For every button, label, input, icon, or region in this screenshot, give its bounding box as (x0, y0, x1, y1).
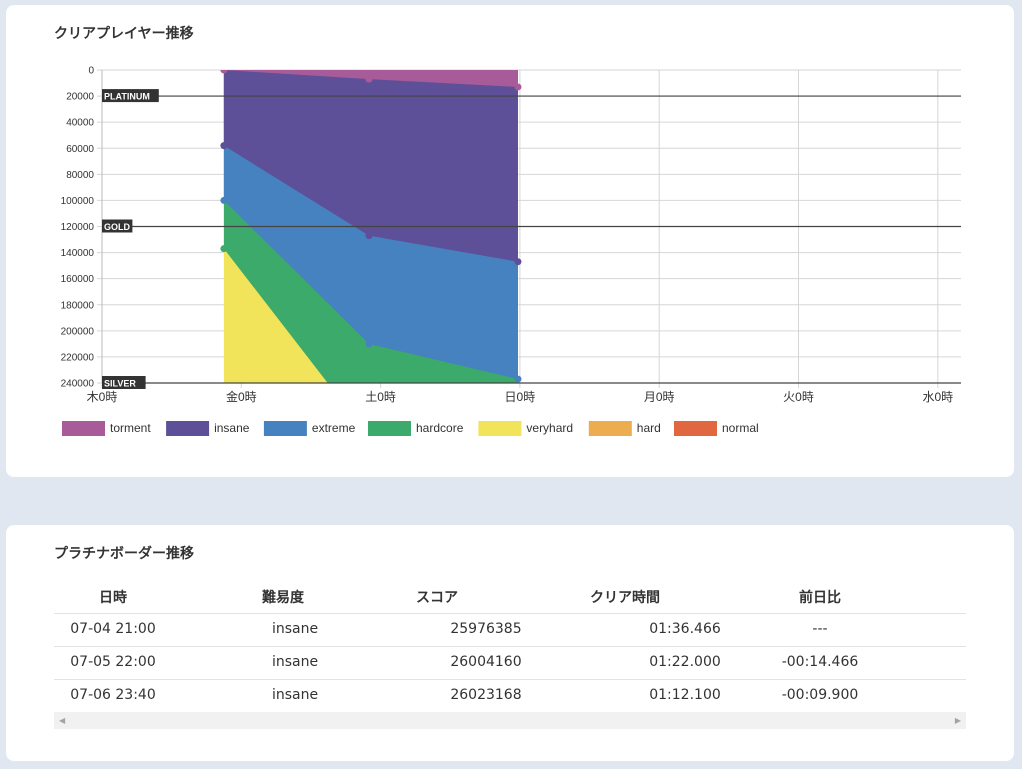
table-cell: 01:22.000 (649, 654, 721, 670)
areas (220, 67, 522, 383)
row-divider (54, 679, 966, 680)
y-tick-label: 160000 (61, 274, 95, 285)
table-cell: --- (812, 621, 828, 637)
point-extreme[interactable] (514, 375, 522, 383)
y-tick-label: 200000 (61, 326, 95, 337)
reference-label: GOLD (104, 222, 130, 232)
y-tick-label: 80000 (66, 170, 94, 181)
y-tick-label: 40000 (66, 118, 94, 129)
table-cell: 26023168 (450, 687, 522, 703)
x-tick-label: 土0時 (365, 390, 396, 404)
point-insane[interactable] (365, 232, 373, 240)
scroll-right-icon[interactable]: ▶ (954, 716, 961, 725)
legend-label-extreme[interactable]: extreme (312, 421, 356, 435)
reference-label-bg (102, 376, 146, 389)
point-insane[interactable] (514, 258, 522, 266)
table-title: プラチナボーダー推移 (54, 546, 194, 562)
y-tick-label: 180000 (61, 300, 95, 311)
y-tick-label: 100000 (61, 196, 95, 207)
clear-players-chart: 0 20000 40000 60000 80000 100000 120000 140000 1… (61, 66, 961, 436)
point-torment[interactable] (365, 75, 373, 83)
table-cell: 01:36.466 (649, 621, 721, 637)
point-extreme[interactable] (365, 340, 373, 348)
table-cell: 07-05 22:00 (70, 654, 156, 670)
legend-label-normal[interactable]: normal (722, 421, 759, 435)
chart-card: クリアプレイヤー推移 0 20000 40000 60000 80000 100000 12… (6, 5, 1014, 477)
legend-swatch-torment (62, 421, 105, 436)
table-cell: 25976385 (450, 621, 522, 637)
table-card: プラチナボーダー推移 日時 難易度 スコア クリア時間 前日比 07-04 21:00 in… (6, 525, 1014, 761)
table-cell: insane (272, 621, 319, 637)
x-tick-label: 火0時 (783, 390, 814, 404)
column-header[interactable]: 前日比 (799, 590, 841, 606)
y-tick-label: 140000 (61, 248, 95, 259)
reference-label-bg (102, 89, 159, 103)
legend-label-insane[interactable]: insane (214, 421, 250, 435)
legend-swatch-extreme (263, 421, 307, 436)
legend-label-torment[interactable]: torment (110, 421, 151, 435)
legend-swatch-hardcore (368, 421, 411, 436)
table-cell: insane (272, 654, 319, 670)
point-hardcore[interactable] (220, 245, 228, 253)
legend-swatch-veryhard (478, 421, 522, 436)
column-header[interactable]: 日時 (99, 590, 127, 606)
x-tick-label: 木0時 (87, 390, 118, 404)
table-cell: -00:09.900 (781, 687, 859, 703)
column-header[interactable]: 難易度 (262, 590, 304, 606)
table-cell: 07-06 23:40 (70, 687, 156, 703)
point-torment[interactable] (220, 67, 228, 74)
y-tick-label: 0 (88, 66, 94, 77)
legend-swatch-insane (166, 421, 210, 436)
x-tick-label: 水0時 (922, 390, 953, 404)
reference-label: PLATINUM (104, 92, 150, 102)
table-cell: 07-04 21:00 (70, 621, 156, 637)
y-tick-label: 60000 (66, 144, 94, 155)
legend-swatch-normal (674, 421, 717, 436)
legend-swatch-hard (588, 421, 632, 436)
point-torment[interactable] (514, 83, 522, 91)
column-header[interactable]: クリア時間 (590, 590, 660, 606)
point-extreme[interactable] (220, 196, 228, 204)
y-tick-label: 220000 (61, 352, 95, 363)
column-header[interactable]: スコア (416, 590, 458, 606)
table-cell: 26004160 (450, 654, 522, 670)
horizontal-scrollbar[interactable]: ◀ ▶ (54, 712, 966, 729)
x-tick-label: 月0時 (644, 390, 675, 404)
legend-label-veryhard[interactable]: veryhard (526, 421, 573, 435)
area-insane (223, 70, 518, 262)
scroll-left-icon[interactable]: ◀ (59, 716, 66, 725)
table-cell: -00:14.466 (781, 654, 859, 670)
point-insane[interactable] (220, 142, 228, 150)
table-cell: 01:12.100 (649, 687, 721, 703)
legend-label-hard[interactable]: hard (637, 421, 661, 435)
x-tick-label: 日0時 (505, 390, 536, 404)
row-divider (54, 646, 966, 647)
y-tick-label: 120000 (61, 222, 95, 233)
reference-label: SILVER (104, 379, 136, 389)
y-tick-label: 240000 (61, 379, 95, 390)
chart-title: クリアプレイヤー推移 (54, 26, 194, 42)
row-divider (54, 613, 966, 614)
y-tick-label: 20000 (66, 92, 94, 103)
table-cell: insane (272, 687, 319, 703)
reference-label-bg (102, 219, 133, 233)
legend-label-hardcore[interactable]: hardcore (416, 421, 464, 435)
x-tick-label: 金0時 (226, 389, 257, 404)
